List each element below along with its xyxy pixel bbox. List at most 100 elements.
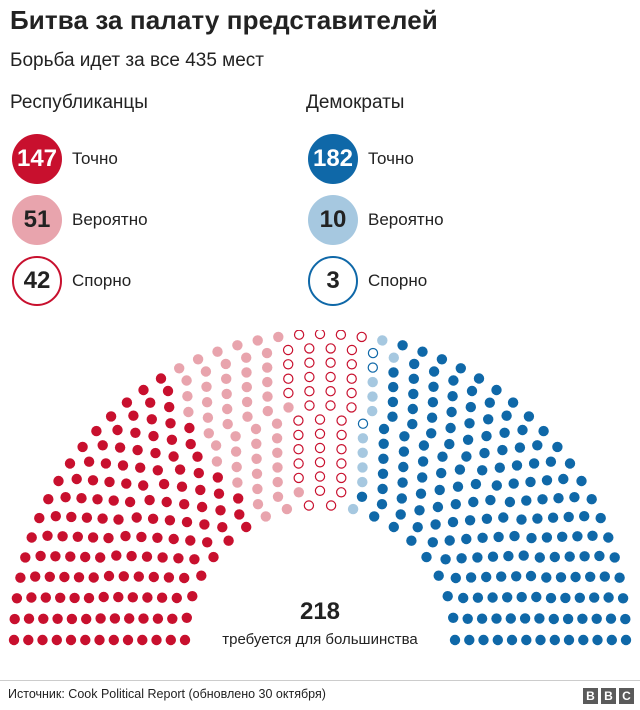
seat-dot	[507, 397, 519, 408]
seat-dot	[26, 592, 37, 603]
seat-dot	[614, 572, 625, 583]
rep-tossup-circle: 42	[12, 256, 62, 306]
seat-dot	[80, 634, 91, 646]
seat-dot	[262, 362, 273, 373]
seat-dot	[35, 550, 46, 562]
seat-dot	[356, 491, 368, 502]
rep-solid-label: Точно	[72, 149, 118, 168]
dem-tossup-stat: 3 Спорно	[306, 242, 606, 306]
rep-likely-label: Вероятно	[72, 210, 148, 229]
seat-dot	[11, 593, 23, 604]
seat-dot	[538, 425, 549, 437]
dem-tossup-label: Спорно	[368, 271, 428, 290]
seat-dot	[448, 612, 459, 623]
seat-dot	[336, 443, 347, 455]
seat-dot	[511, 571, 522, 582]
seat-dot	[498, 512, 509, 523]
seat-dot	[553, 493, 564, 504]
seat-dot	[585, 571, 596, 582]
seat-dot	[77, 441, 88, 453]
seat-dot	[173, 553, 184, 564]
seat-dot	[192, 354, 204, 365]
seat-dot	[183, 406, 194, 418]
seat-dot	[456, 553, 467, 564]
seat-dot	[112, 424, 123, 436]
seat-dot	[436, 354, 448, 365]
seat-dot	[97, 440, 108, 451]
seat-dot	[346, 387, 357, 399]
seat-dot	[525, 570, 537, 582]
seat-dot	[587, 530, 598, 541]
seat-dot	[465, 572, 477, 583]
seat-dot	[157, 552, 168, 563]
seat-dot	[38, 613, 49, 624]
seat-dot	[71, 473, 82, 485]
seat-dot	[60, 492, 71, 503]
seat-dot	[574, 592, 585, 603]
seat-dot	[491, 480, 502, 491]
seat-dot	[325, 400, 336, 411]
seat-dot	[65, 551, 76, 562]
seat-dot	[472, 552, 483, 563]
seat-dot	[241, 367, 252, 378]
seat-dot	[121, 478, 132, 489]
seat-dot	[200, 366, 212, 377]
seat-dot	[51, 634, 62, 646]
seat-dot	[518, 550, 529, 561]
seat-dot	[304, 386, 315, 397]
seat-dot	[146, 414, 157, 425]
seat-dot	[367, 347, 379, 359]
seat-dot	[97, 513, 108, 524]
seat-dot	[376, 499, 388, 510]
seat-dot	[579, 511, 590, 522]
seat-dot	[283, 402, 294, 413]
seat-dot	[293, 443, 304, 455]
seat-dot	[427, 537, 438, 548]
seat-dot	[620, 613, 631, 625]
seat-dot	[356, 331, 367, 343]
seat-dot	[105, 411, 117, 422]
seat-dot	[549, 634, 560, 646]
rep-solid-circle: 147	[12, 134, 62, 184]
seat-dot	[151, 634, 162, 646]
seat-dot	[541, 572, 552, 583]
seat-dot	[487, 551, 499, 562]
seat-dot	[387, 411, 398, 422]
seat-dot	[428, 381, 439, 392]
seat-dot	[461, 451, 472, 462]
seat-dot	[252, 335, 263, 346]
seat-dot	[20, 552, 31, 563]
seat-dot	[210, 440, 222, 451]
seat-dot	[446, 406, 457, 418]
seat-dot	[69, 592, 80, 604]
seat-dot	[293, 472, 304, 484]
seat-dot	[367, 391, 378, 402]
seat-dot	[304, 343, 315, 354]
seat-dot	[103, 532, 114, 544]
seat-dot	[179, 572, 190, 584]
seat-dot	[589, 592, 600, 603]
dem-likely-label: Вероятно	[368, 210, 444, 229]
seat-dot	[108, 495, 119, 506]
parliament-chart	[8, 330, 632, 646]
seat-dot	[95, 552, 106, 563]
seat-dot	[65, 634, 77, 646]
seat-dot	[314, 442, 326, 454]
seat-dot	[241, 381, 252, 393]
seat-dot	[468, 496, 479, 508]
seat-dot	[98, 591, 109, 603]
seat-dot	[470, 478, 482, 490]
seat-dot	[66, 511, 77, 523]
seat-dot	[412, 522, 423, 533]
seat-dot	[121, 397, 133, 408]
seat-dot	[325, 371, 336, 383]
seat-dot	[504, 496, 516, 508]
seat-dot	[168, 451, 179, 462]
seat-dot	[357, 447, 368, 458]
seat-dot	[432, 501, 444, 513]
seat-dot	[130, 427, 141, 438]
seat-dot	[517, 424, 528, 436]
seat-dot	[137, 634, 148, 646]
democrats-title: Демократы	[306, 92, 405, 113]
seat-dot	[135, 462, 146, 473]
